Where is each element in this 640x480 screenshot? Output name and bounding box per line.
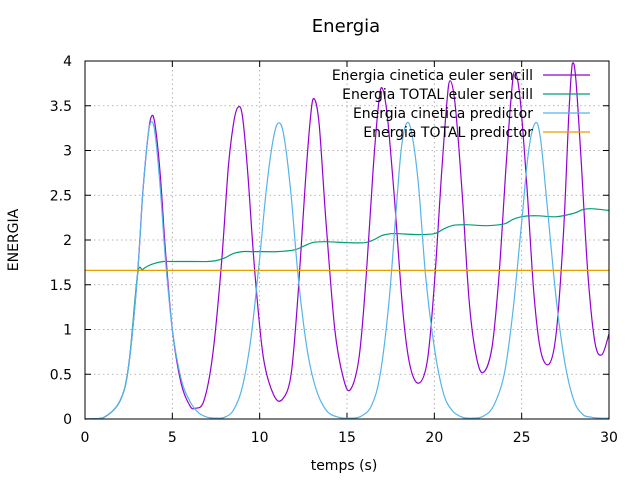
x-tick-label: 25 [513,430,531,446]
y-tick-label: 2.5 [50,188,72,204]
y-tick-label: 4 [63,54,72,70]
x-tick-label: 10 [251,430,269,446]
legend-label: Energia cinetica predictor [353,106,533,122]
series-cinetica-predictor-line [84,121,610,420]
y-tick-label: 3.5 [50,99,72,115]
x-axis-label: temps (s) [311,458,378,474]
y-tick-label: 1.5 [50,278,72,294]
series-total-euler-line [84,208,610,420]
series-cinetica-euler-line [84,62,610,420]
y-tick-label: 3 [63,144,72,160]
grid [85,61,609,419]
series-layer [84,62,610,420]
y-tick-label: 1 [63,323,72,339]
legend-label: Energia TOTAL predictor [363,125,533,141]
y-tick-label: 0.5 [50,367,72,383]
x-tick-label: 5 [168,430,177,446]
y-axis-label: ENERGIA [6,208,22,271]
legend: Energia cinetica euler sencill Energia TO… [332,68,590,141]
x-tick-label: 0 [81,430,90,446]
y-tick-label: 2 [63,233,72,249]
x-tick-label: 15 [338,430,356,446]
legend-label: Energia TOTAL euler sencill [342,87,533,103]
y-tick-label: 0 [63,412,72,428]
x-tick-label: 20 [425,430,443,446]
axis-ticks: 0 5 10 15 20 25 30 0 0.5 1 1.5 2 2.5 3 3.5 4 [50,54,618,446]
plot-frame [84,60,610,420]
chart-title: Energia [312,16,380,37]
x-tick-label: 30 [600,430,618,446]
legend-label: Energia cinetica euler sencill [332,68,533,84]
